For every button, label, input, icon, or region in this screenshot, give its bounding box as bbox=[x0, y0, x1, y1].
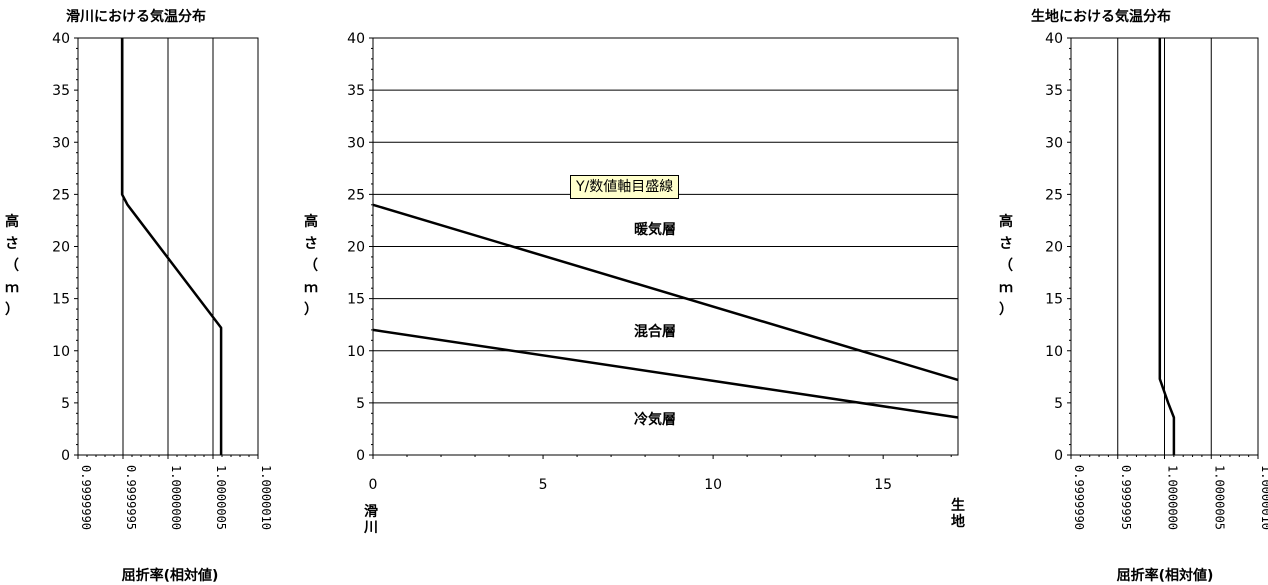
right-xlabel: 屈折率(相対値) bbox=[1117, 567, 1214, 584]
left-ytick-label: 30 bbox=[52, 135, 70, 151]
right-ylabel-char-3: （ bbox=[999, 258, 1013, 274]
right-ylabel-char-5: ） bbox=[999, 302, 1013, 318]
left-ylabel-char-5: ） bbox=[5, 302, 19, 318]
left-ytick-label: 20 bbox=[52, 240, 70, 256]
right-xtick-label: 0.9999990 bbox=[1072, 465, 1086, 530]
gridline-tooltip: Y/数値軸目盛線 bbox=[570, 175, 680, 199]
left-xtick-label: 1.0000005 bbox=[214, 465, 228, 530]
middle-ytick-label: 5 bbox=[356, 396, 365, 412]
left-ylabel-char-3: （ bbox=[5, 258, 19, 274]
right-ytick-label: 35 bbox=[1045, 83, 1063, 99]
middle-ytick-label: 10 bbox=[347, 344, 365, 360]
right-ylabel-char-4: ｍ bbox=[999, 280, 1013, 296]
x-end-label-right-char-1: 生 bbox=[951, 497, 965, 514]
left-xtick-label: 1.0000010 bbox=[259, 465, 273, 530]
left-ytick-label: 5 bbox=[61, 396, 70, 412]
right-ylabel-char-2: さ bbox=[999, 236, 1013, 252]
middle-ytick-label: 40 bbox=[347, 31, 365, 47]
middle-ytick-label: 30 bbox=[347, 135, 365, 151]
x-end-label-right: 生 地 bbox=[951, 497, 965, 530]
left-ylabel-char-1: 高 bbox=[5, 213, 19, 230]
middle-ylabel-char-4: ｍ bbox=[304, 280, 318, 296]
right-ylabel: 高 さ （ ｍ ） bbox=[999, 213, 1013, 318]
left-chart-title: 滑川における気温分布 bbox=[66, 8, 206, 25]
middle-ylabel-char-5: ） bbox=[304, 302, 318, 318]
left-xtick-label: 0.9999990 bbox=[79, 465, 93, 530]
left-ylabel-char-4: ｍ bbox=[5, 280, 19, 296]
middle-xtick-label: 15 bbox=[874, 477, 892, 493]
left-ytick-label: 10 bbox=[52, 344, 70, 360]
layer-label-mixed: 混合層 bbox=[634, 323, 676, 340]
right-chart-title: 生地における気温分布 bbox=[1031, 8, 1171, 25]
x-end-label-right-char-2: 地 bbox=[951, 513, 965, 530]
middle-xtick-label: 10 bbox=[704, 477, 722, 493]
left-series-line-1 bbox=[120, 38, 223, 455]
right-xtick-label: 1.0000005 bbox=[1212, 465, 1226, 530]
middle-ylabel: 高 さ （ ｍ ） bbox=[304, 213, 318, 318]
right-ytick-label: 20 bbox=[1045, 240, 1063, 256]
left-ylabel: 高 さ （ ｍ ） bbox=[5, 213, 19, 318]
right-ytick-label: 25 bbox=[1045, 187, 1063, 203]
left-ytick-label: 15 bbox=[52, 292, 70, 308]
middle-ytick-label: 20 bbox=[347, 240, 365, 256]
x-end-label-left-char-1: 滑 bbox=[364, 503, 378, 520]
middle-ytick-label: 35 bbox=[347, 83, 365, 99]
layer-label-warm: 暖気層 bbox=[634, 221, 676, 238]
left-ytick-label: 0 bbox=[61, 448, 70, 464]
left-ytick-label: 40 bbox=[52, 31, 70, 47]
right-series-line-1 bbox=[1158, 38, 1176, 455]
middle-chart: 高 さ （ ｍ ） 滑 川 生 地 暖気層 混合層 冷気層 0 5 10 15 20 25… bbox=[304, 31, 965, 536]
right-ytick-label: 40 bbox=[1045, 31, 1063, 47]
right-xtick-label: 0.9999995 bbox=[1119, 465, 1133, 530]
left-ylabel-char-2: さ bbox=[5, 236, 19, 252]
middle-series-line-2 bbox=[372, 328, 959, 419]
right-ytick-label: 10 bbox=[1045, 344, 1063, 360]
left-chart: 滑川における気温分布 高 さ （ ｍ ） 屈折率(相対値) 0 5 10 15 20 25… bbox=[5, 8, 273, 584]
x-end-label-left: 滑 川 bbox=[363, 503, 378, 536]
middle-xtick-label: 0 bbox=[369, 477, 378, 493]
right-ytick-label: 0 bbox=[1054, 448, 1063, 464]
right-ytick-label: 5 bbox=[1054, 396, 1063, 412]
left-xtick-label: 0.9999995 bbox=[124, 465, 138, 530]
middle-ylabel-char-2: さ bbox=[304, 236, 318, 252]
right-xtick-label: 1.0000010 bbox=[1259, 465, 1268, 530]
left-ytick-label: 35 bbox=[52, 83, 70, 99]
x-end-label-left-char-2: 川 bbox=[363, 520, 378, 536]
left-xtick-label: 1.0000000 bbox=[169, 465, 183, 530]
middle-series-line-1 bbox=[372, 203, 959, 382]
middle-ytick-label: 25 bbox=[347, 187, 365, 203]
middle-xtick-label: 5 bbox=[539, 477, 548, 493]
left-xlabel: 屈折率(相対値) bbox=[122, 567, 219, 584]
right-chart: 生地における気温分布 高 さ （ ｍ ） 屈折率(相対値) 0 5 10 15 20 25… bbox=[999, 8, 1268, 584]
middle-ylabel-char-1: 高 bbox=[304, 213, 318, 230]
left-ytick-label: 25 bbox=[52, 187, 70, 203]
layer-label-cold: 冷気層 bbox=[634, 411, 676, 428]
middle-ytick-label: 0 bbox=[356, 448, 365, 464]
right-ylabel-char-1: 高 bbox=[999, 213, 1013, 230]
right-ytick-label: 30 bbox=[1045, 135, 1063, 151]
middle-ytick-label: 15 bbox=[347, 292, 365, 308]
middle-ylabel-char-3: （ bbox=[304, 258, 318, 274]
right-xtick-label: 1.0000000 bbox=[1166, 465, 1180, 530]
right-ytick-label: 15 bbox=[1045, 292, 1063, 308]
